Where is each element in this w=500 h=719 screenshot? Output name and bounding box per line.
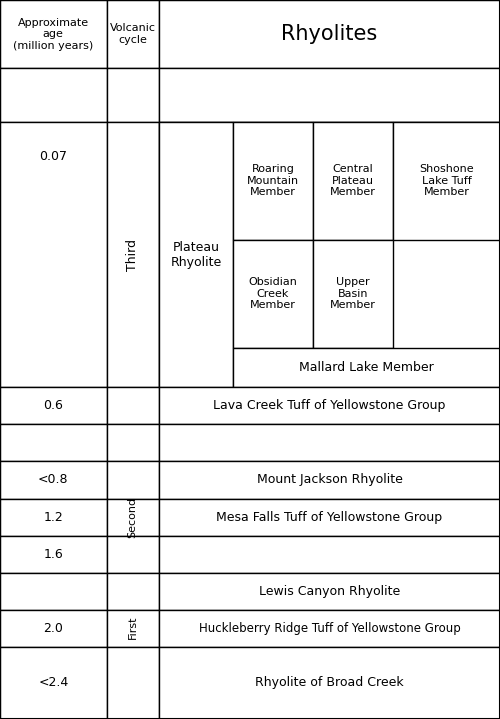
Bar (0, 647, 106, 719)
Bar (233, 239, 313, 348)
Text: Volcanic
cycle: Volcanic cycle (110, 23, 156, 45)
Bar (106, 498, 159, 536)
Text: Lewis Canyon Rhyolite: Lewis Canyon Rhyolite (259, 585, 400, 597)
Bar (0, 536, 106, 572)
Text: Obsidian
Creek
Member: Obsidian Creek Member (248, 277, 298, 311)
Bar (0, 462, 106, 498)
Text: Lava Creek Tuff of Yellowstone Group: Lava Creek Tuff of Yellowstone Group (214, 399, 446, 412)
Bar (0, 424, 106, 462)
Bar (106, 647, 159, 719)
Bar (159, 424, 500, 462)
Bar (159, 0, 500, 68)
Bar (159, 122, 500, 388)
Bar (0, 0, 106, 68)
Bar (0, 122, 106, 388)
Bar (233, 122, 313, 239)
Text: Mount Jackson Rhyolite: Mount Jackson Rhyolite (256, 474, 402, 487)
Text: Rhyolites: Rhyolites (282, 24, 378, 44)
Bar (0, 68, 106, 122)
Text: Plateau
Rhyolite: Plateau Rhyolite (170, 241, 222, 269)
Bar (159, 498, 500, 536)
Bar (159, 610, 500, 647)
Bar (0, 572, 106, 610)
Bar (313, 239, 393, 348)
Bar (106, 68, 159, 122)
Bar (106, 536, 159, 572)
Text: <0.8: <0.8 (38, 474, 68, 487)
Bar (106, 424, 159, 462)
Text: 1.2: 1.2 (44, 510, 63, 523)
Text: 1.6: 1.6 (44, 548, 63, 561)
Text: Third: Third (126, 239, 139, 270)
Text: 0.6: 0.6 (44, 399, 63, 412)
Text: Second: Second (128, 497, 138, 538)
Bar (159, 122, 233, 388)
Text: Mallard Lake Member: Mallard Lake Member (299, 361, 434, 374)
Bar (0, 610, 106, 647)
Text: First: First (128, 615, 138, 639)
Text: 0.07: 0.07 (39, 150, 67, 163)
Text: <2.4: <2.4 (38, 677, 68, 690)
Bar (0, 498, 106, 536)
Bar (159, 572, 500, 610)
Text: 2.0: 2.0 (44, 622, 63, 635)
Bar (106, 572, 159, 610)
Text: Roaring
Mountain
Member: Roaring Mountain Member (247, 164, 299, 197)
Bar (159, 647, 500, 719)
Bar (106, 462, 159, 498)
Bar (159, 68, 500, 122)
Bar (106, 388, 159, 424)
Text: Rhyolite of Broad Creek: Rhyolite of Broad Creek (255, 677, 404, 690)
Text: Central
Plateau
Member: Central Plateau Member (330, 164, 376, 197)
Bar (106, 610, 159, 647)
Text: Approximate
age
(million years): Approximate age (million years) (13, 17, 94, 51)
Bar (106, 122, 159, 388)
Text: Shoshone
Lake Tuff
Member: Shoshone Lake Tuff Member (420, 164, 474, 197)
Text: Upper
Basin
Member: Upper Basin Member (330, 277, 376, 311)
Bar (159, 536, 500, 572)
Text: Mesa Falls Tuff of Yellowstone Group: Mesa Falls Tuff of Yellowstone Group (216, 510, 442, 523)
Bar (159, 388, 500, 424)
Bar (159, 462, 500, 498)
Bar (393, 122, 500, 239)
Text: Huckleberry Ridge Tuff of Yellowstone Group: Huckleberry Ridge Tuff of Yellowstone Gr… (198, 622, 460, 635)
Bar (233, 348, 500, 388)
Bar (313, 122, 393, 239)
Bar (106, 0, 159, 68)
Bar (0, 388, 106, 424)
